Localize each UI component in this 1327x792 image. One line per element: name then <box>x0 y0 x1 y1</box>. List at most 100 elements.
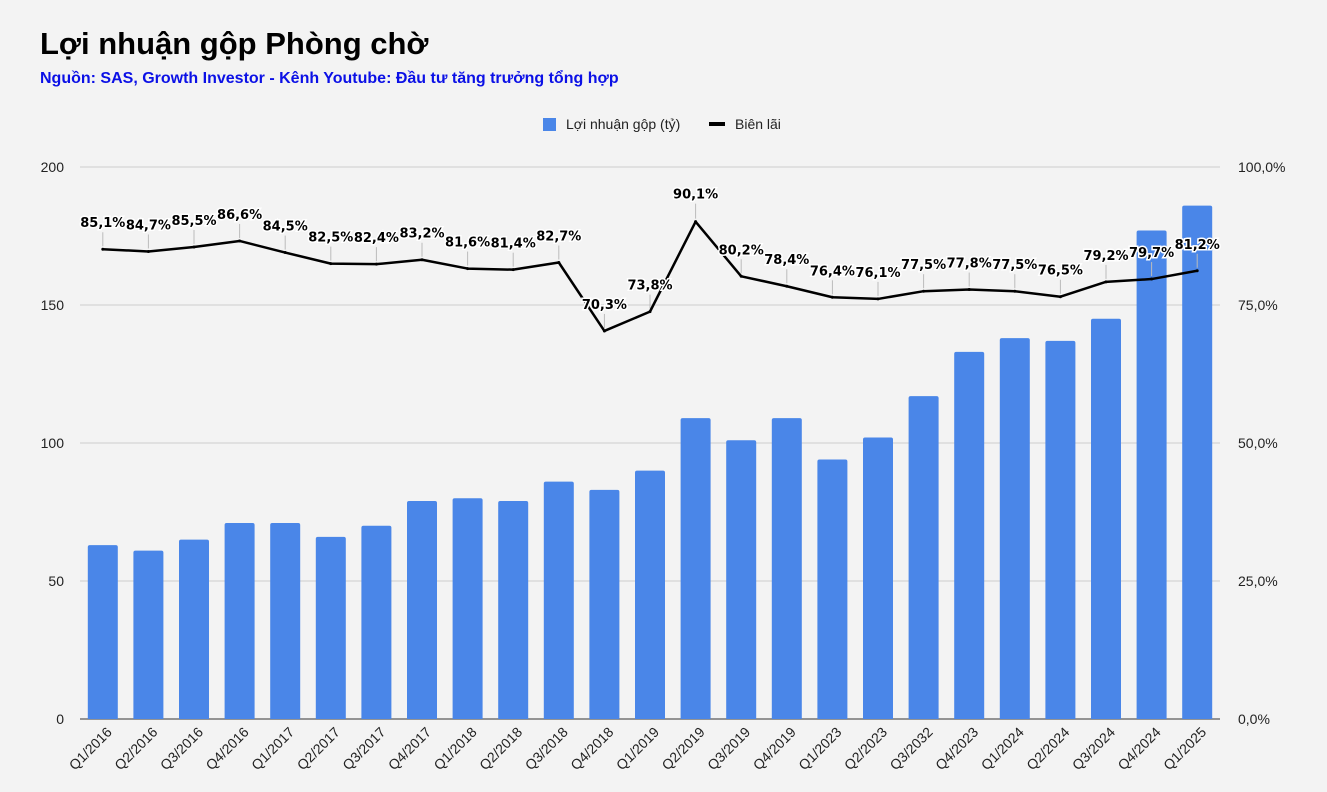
line-point <box>238 239 242 243</box>
bar <box>1182 205 1213 719</box>
line-data-label: 90,1% <box>673 188 718 203</box>
left-axis-tick-label: 0 <box>56 711 64 727</box>
line-point <box>1195 269 1199 273</box>
bar <box>771 418 802 719</box>
x-axis-tick-label: Q2/2017 <box>294 724 343 773</box>
x-axis-tick-label: Q3/2032 <box>886 724 935 773</box>
line-data-label: 85,1% <box>80 216 125 231</box>
x-axis-tick-label: Q2/2016 <box>111 724 160 773</box>
line-data-label: 83,2% <box>399 227 444 242</box>
x-axis-tick-label: Q2/2023 <box>841 724 890 773</box>
bar <box>361 525 392 719</box>
line-data-label: 78,4% <box>764 253 809 268</box>
bar <box>589 489 620 719</box>
left-axis-tick-label: 150 <box>41 297 65 313</box>
line-data-label: 76,1% <box>855 266 900 281</box>
bar <box>179 539 209 719</box>
line-data-label: 85,5% <box>171 214 216 229</box>
line-data-label: 73,8% <box>627 279 672 294</box>
line-point <box>557 260 561 264</box>
x-axis-tick-label: Q3/2018 <box>522 724 571 773</box>
bar <box>1045 340 1076 719</box>
bar <box>270 523 301 719</box>
line-point <box>283 251 287 255</box>
left-axis: 0 50 100 150 200 <box>41 159 65 727</box>
right-axis-tick-label: 100,0% <box>1238 159 1285 175</box>
x-axis-tick-label: Q3/2024 <box>1069 724 1118 773</box>
chart-legend: Lợi nhuận gộp (tỷ) Biên lãi <box>543 116 781 132</box>
line-series <box>101 220 1199 333</box>
line-data-label: 79,2% <box>1083 249 1128 264</box>
legend-marker-bars <box>543 118 556 131</box>
line-data-label: 76,5% <box>1038 264 1083 279</box>
line-point <box>1013 289 1017 293</box>
line-point <box>466 267 470 271</box>
x-axis-tick-label: Q1/2017 <box>248 724 297 773</box>
x-axis-tick-label: Q1/2016 <box>66 724 115 773</box>
line-data-label: 76,4% <box>810 264 855 279</box>
line-data-label: 82,4% <box>354 231 399 246</box>
line-point <box>785 284 789 288</box>
line-data-label: 77,5% <box>901 258 946 273</box>
line-point <box>648 310 652 314</box>
line-data-label: 77,8% <box>947 257 992 272</box>
x-axis-tick-label: Q1/2023 <box>795 724 844 773</box>
line-point <box>739 274 743 278</box>
right-axis-tick-label: 50,0% <box>1238 435 1278 451</box>
line-point <box>1104 280 1108 284</box>
right-axis-tick-label: 0,0% <box>1238 711 1270 727</box>
bar <box>1136 230 1167 720</box>
line-data-label: 79,7% <box>1129 246 1174 261</box>
right-axis: 0,0% 25,0% 50,0% 75,0% 100,0% <box>1238 159 1285 727</box>
line-point <box>420 258 424 262</box>
line-point <box>1058 295 1062 299</box>
bar <box>635 470 665 719</box>
line-point <box>876 297 880 301</box>
legend-label-bars: Lợi nhuận gộp (tỷ) <box>566 116 680 132</box>
bar <box>498 500 529 719</box>
line-data-label: 82,5% <box>308 231 353 246</box>
line-data-label: 84,5% <box>263 220 308 235</box>
margin-line <box>102 220 1198 333</box>
x-axis-tick-label: Q1/2018 <box>430 724 479 773</box>
bar <box>452 498 483 719</box>
chart-subtitle: Nguồn: SAS, Growth Investor - Kênh Youtu… <box>40 70 619 87</box>
bar <box>315 536 346 719</box>
line-point <box>602 329 606 333</box>
x-axis-tick-label: Q1/2019 <box>613 724 662 773</box>
bar <box>1091 318 1121 719</box>
line-data-label: 80,2% <box>719 243 764 258</box>
bar <box>726 440 757 719</box>
line-point <box>694 220 698 224</box>
x-axis-tick-label: Q3/2016 <box>157 724 206 773</box>
line-data-label: 70,3% <box>582 298 627 313</box>
bar <box>908 396 939 719</box>
line-point <box>192 245 196 249</box>
line-data-label: 81,6% <box>445 236 490 251</box>
bar <box>407 500 437 719</box>
x-axis-tick-label: Q2/2019 <box>658 724 707 773</box>
line-data-label: 84,7% <box>126 218 171 233</box>
line-point <box>329 262 333 266</box>
bar <box>863 437 893 719</box>
line-point <box>101 247 105 251</box>
x-axis-tick-label: Q4/2024 <box>1114 724 1163 773</box>
bar <box>87 545 118 719</box>
line-data-label: 77,5% <box>992 258 1037 273</box>
line-point <box>967 288 971 292</box>
bar-series <box>87 205 1213 720</box>
x-axis-tick-label: Q4/2019 <box>750 724 799 773</box>
line-data-label: 81,2% <box>1175 238 1220 253</box>
right-axis-tick-label: 25,0% <box>1238 573 1278 589</box>
left-axis-tick-label: 200 <box>41 159 65 175</box>
bar <box>954 351 985 719</box>
left-axis-tick-label: 50 <box>48 573 64 589</box>
label-leaders <box>102 203 1198 328</box>
bar <box>999 338 1030 719</box>
x-axis-tick-label: Q4/2023 <box>932 724 981 773</box>
x-axis-tick-label: Q1/2024 <box>978 724 1027 773</box>
line-data-label: 86,6% <box>217 208 262 223</box>
x-axis-tick-label: Q1/2025 <box>1160 724 1209 773</box>
line-point <box>374 262 378 266</box>
